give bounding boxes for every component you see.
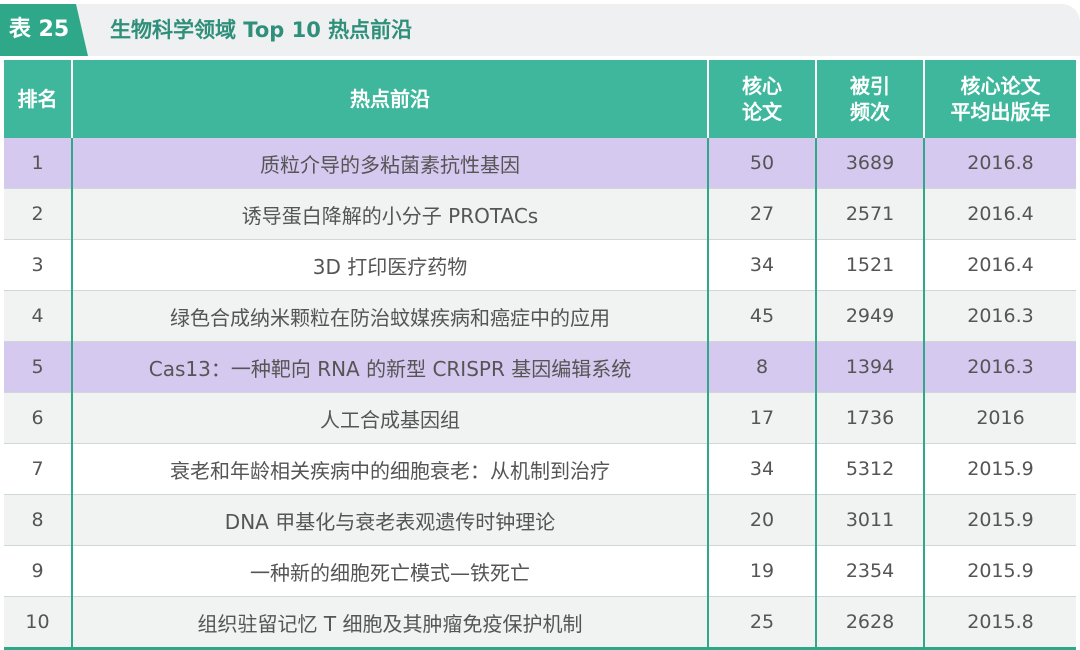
core-papers-cell: 45	[707, 290, 816, 342]
avg-year-cell: 2016.8	[923, 138, 1076, 189]
core-papers-cell: 17	[707, 392, 816, 444]
hot-front-cell: 人工合成基因组	[71, 392, 708, 444]
header-core-papers: 核心 论文	[707, 60, 816, 138]
table-row: 10 组织驻留记忆 T 细胞及其肿瘤免疫保护机制 25 2628 2015.8	[4, 596, 1076, 650]
hot-front-cell: 组织驻留记忆 T 细胞及其肿瘤免疫保护机制	[71, 596, 708, 650]
avg-year-cell: 2015.9	[923, 494, 1076, 546]
citations-cell: 1521	[815, 239, 924, 291]
rank-cell: 3	[4, 239, 72, 291]
table-body: 1 质粒介导的多粘菌素抗性基因 50 3689 2016.8 2 诱导蛋白降解的小分子 PR…	[4, 138, 1076, 650]
table-row: 1 质粒介导的多粘菌素抗性基因 50 3689 2016.8	[4, 138, 1076, 189]
header-citations: 被引 频次	[815, 60, 924, 138]
table-header-row: 排名 热点前沿 核心 论文 被引 频次 核心论文 平均出版年	[4, 60, 1076, 138]
avg-year-cell: 2016.4	[923, 239, 1076, 291]
hot-fronts-table: 排名 热点前沿 核心 论文 被引 频次 核心论文 平均出版年 1 质粒介导的多粘菌素抗性基因 50…	[4, 60, 1076, 650]
citations-cell: 1736	[815, 392, 924, 444]
citations-cell: 2354	[815, 545, 924, 597]
avg-year-cell: 2015.8	[923, 596, 1076, 650]
core-papers-cell: 50	[707, 138, 816, 189]
table-row: 7 衰老和年龄相关疾病中的细胞衰老：从机制到治疗 34 5312 2015.9	[4, 443, 1076, 495]
table-row: 6 人工合成基因组 17 1736 2016	[4, 392, 1076, 444]
hot-front-cell: DNA 甲基化与衰老表观遗传时钟理论	[71, 494, 708, 546]
table-row: 4 绿色合成纳米颗粒在防治蚊媒疾病和癌症中的应用 45 2949 2016.3	[4, 290, 1076, 342]
rank-cell: 2	[4, 188, 72, 240]
table-number-tag: 表 25	[0, 4, 88, 56]
citations-cell: 2628	[815, 596, 924, 650]
core-papers-cell: 27	[707, 188, 816, 240]
hot-front-cell: 绿色合成纳米颗粒在防治蚊媒疾病和癌症中的应用	[71, 290, 708, 342]
avg-year-cell: 2016.4	[923, 188, 1076, 240]
hot-front-cell: 质粒介导的多粘菌素抗性基因	[71, 138, 708, 189]
avg-year-cell: 2015.9	[923, 545, 1076, 597]
table-row: 8 DNA 甲基化与衰老表观遗传时钟理论 20 3011 2015.9	[4, 494, 1076, 546]
table-caption: 表 25 生物科学领域 Top 10 热点前沿	[0, 4, 1080, 56]
citations-cell: 2949	[815, 290, 924, 342]
core-papers-cell: 20	[707, 494, 816, 546]
core-papers-cell: 19	[707, 545, 816, 597]
avg-year-cell: 2016.3	[923, 341, 1076, 393]
table-row: 9 一种新的细胞死亡模式—铁死亡 19 2354 2015.9	[4, 545, 1076, 597]
table-row: 3 3D 打印医疗药物 34 1521 2016.4	[4, 239, 1076, 291]
citations-cell: 5312	[815, 443, 924, 495]
hot-front-cell: 一种新的细胞死亡模式—铁死亡	[71, 545, 708, 597]
hot-front-cell: 3D 打印医疗药物	[71, 239, 708, 291]
citations-cell: 1394	[815, 341, 924, 393]
hot-front-cell: Cas13：一种靶向 RNA 的新型 CRISPR 基因编辑系统	[71, 341, 708, 393]
rank-cell: 10	[4, 596, 72, 650]
avg-year-cell: 2015.9	[923, 443, 1076, 495]
core-papers-cell: 34	[707, 239, 816, 291]
citations-cell: 2571	[815, 188, 924, 240]
table-title: 生物科学领域 Top 10 热点前沿	[110, 18, 413, 42]
rank-cell: 1	[4, 138, 72, 189]
rank-cell: 5	[4, 341, 72, 393]
core-papers-cell: 34	[707, 443, 816, 495]
header-avg-year: 核心论文 平均出版年	[923, 60, 1076, 138]
avg-year-cell: 2016.3	[923, 290, 1076, 342]
avg-year-cell: 2016	[923, 392, 1076, 444]
table-row: 2 诱导蛋白降解的小分子 PROTACs 27 2571 2016.4	[4, 188, 1076, 240]
core-papers-cell: 8	[707, 341, 816, 393]
hot-front-cell: 衰老和年龄相关疾病中的细胞衰老：从机制到治疗	[71, 443, 708, 495]
hot-front-cell: 诱导蛋白降解的小分子 PROTACs	[71, 188, 708, 240]
table-row: 5 Cas13：一种靶向 RNA 的新型 CRISPR 基因编辑系统 8 1394 20…	[4, 341, 1076, 393]
rank-cell: 9	[4, 545, 72, 597]
rank-cell: 8	[4, 494, 72, 546]
header-rank: 排名	[4, 60, 72, 138]
rank-cell: 4	[4, 290, 72, 342]
citations-cell: 3011	[815, 494, 924, 546]
rank-cell: 6	[4, 392, 72, 444]
rank-cell: 7	[4, 443, 72, 495]
citations-cell: 3689	[815, 138, 924, 189]
header-hot-front: 热点前沿	[71, 60, 708, 138]
core-papers-cell: 25	[707, 596, 816, 650]
